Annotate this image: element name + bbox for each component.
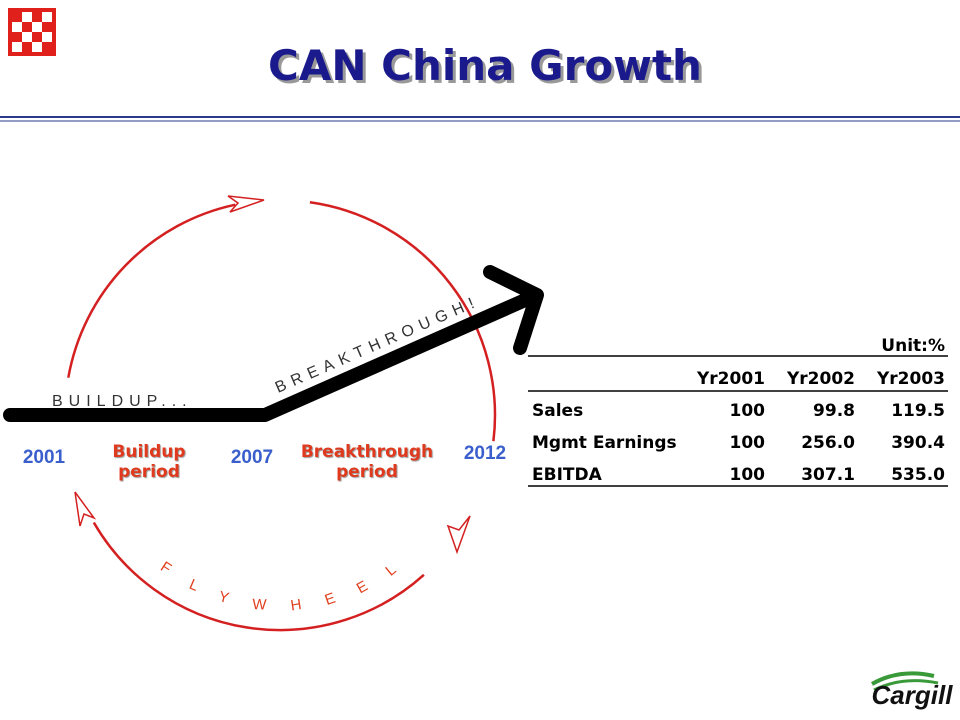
growth-arrow xyxy=(3,290,539,422)
title-shadow: CAN China Growth xyxy=(271,44,705,93)
flywheel-circle xyxy=(67,200,497,632)
table-cell: 390.4 xyxy=(891,433,945,453)
row-label: Sales xyxy=(532,401,583,421)
table-cell: 307.1 xyxy=(801,465,855,485)
unit-label: Unit:% xyxy=(881,336,945,356)
period-label: Buildup period xyxy=(112,442,186,482)
table-cell: 100 xyxy=(730,465,766,485)
breakthrough-label: BREAKTHROUGH! xyxy=(273,293,483,397)
row-label: EBITDA xyxy=(532,465,603,485)
growth-arrowhead xyxy=(483,265,544,355)
table-cell: 535.0 xyxy=(891,465,945,485)
cargill-logo: Cargill xyxy=(871,671,954,710)
column-header: Yr2003 xyxy=(876,369,945,389)
year-label: 2012 xyxy=(464,443,506,464)
title: CAN China Growth xyxy=(268,41,702,90)
year-label: 2001 xyxy=(23,447,66,468)
table-cell: 99.8 xyxy=(813,401,855,421)
checkerboard-logo xyxy=(8,8,56,56)
table-cell: 100 xyxy=(730,401,766,421)
growth-table: Unit:% Yr2001 Yr2002 Yr2003 Sales 100 99.8… xyxy=(528,336,948,487)
table-cell: 119.5 xyxy=(891,401,945,421)
logo-text: Cargill xyxy=(872,680,954,710)
table-cell: 256.0 xyxy=(801,433,855,453)
column-header: Yr2001 xyxy=(696,369,765,389)
year-label: 2007 xyxy=(231,447,273,468)
period-label: Breakthrough period xyxy=(300,442,434,482)
flywheel-arrows xyxy=(74,195,471,555)
buildup-label: BUILDUP... xyxy=(52,393,193,410)
row-label: Mgmt Earnings xyxy=(532,433,677,453)
table-cell: 100 xyxy=(730,433,766,453)
year-labels: 2001 2007 2012 xyxy=(23,443,506,468)
column-header: Yr2002 xyxy=(786,369,855,389)
breakthrough-text: BREAKTHROUGH! xyxy=(273,293,477,397)
